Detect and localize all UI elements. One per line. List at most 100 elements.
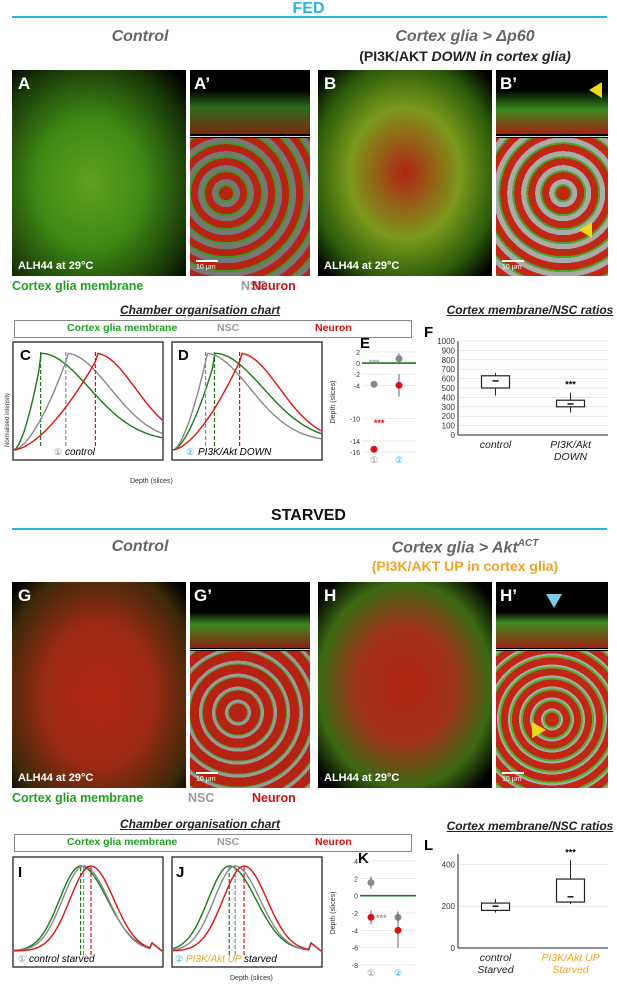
point-neuron: [395, 381, 403, 389]
significance-e-neuron: ***: [374, 418, 385, 428]
tick-label: -4: [352, 928, 358, 935]
starved-chamber-title: Chamber organisation chart: [119, 817, 281, 831]
scale-bar-g-prime: [196, 772, 218, 774]
tick-label: 300: [442, 403, 456, 412]
tick-label: 400: [442, 860, 456, 869]
chart-c-frame: [12, 341, 164, 461]
chart-i: I ① control starved: [12, 856, 164, 968]
panel-label-f: F: [424, 325, 433, 341]
chart-j-series: [172, 865, 322, 957]
h-prime-bottom: [496, 651, 608, 788]
line-nsc: [13, 352, 163, 451]
fed-exp-sub-em: DOWN in cortex glia): [431, 48, 571, 64]
fed-exp-title: Cortex glia > Δp60: [395, 28, 535, 45]
tick-label: 1000: [437, 337, 455, 346]
b-prime-divider: [496, 136, 608, 137]
box: [480, 375, 511, 389]
line-cortex-glia-membrane: [13, 352, 163, 451]
h-prime-top: [496, 612, 608, 648]
category-label: control: [480, 439, 512, 451]
fed-legend-glia: Cortex glia membrane: [12, 279, 144, 293]
arrowhead-yellow-b2: [579, 222, 592, 238]
chart-i-frame: [12, 856, 164, 968]
tick-label: 900: [442, 346, 456, 355]
caption-d: PI3K/Akt DOWN: [198, 447, 272, 458]
point-nsc: [370, 380, 378, 388]
scale-label-b-prime: 10 μm: [502, 264, 522, 271]
scale-label-a-prime: 10 μm: [196, 264, 216, 271]
stamp-a: ALH44 at 29°C: [18, 260, 94, 272]
micrograph-g-prime: G’ 10 μm: [190, 582, 310, 788]
tick-label: -8: [352, 963, 358, 970]
tick-label: 4: [354, 859, 358, 866]
fed-chamber-title: Chamber organisation chart: [119, 303, 281, 317]
tick-label: -4: [354, 383, 360, 390]
panel-label-j: J: [176, 864, 184, 881]
category-label: control: [480, 952, 512, 964]
fed-legend-nsc: NSC: [241, 279, 268, 293]
panel-label-l: L: [424, 838, 433, 854]
panel-label-c: C: [20, 347, 31, 364]
fed-chamber-legend-glia: Cortex glia membrane: [67, 322, 178, 334]
arrowhead-blue-h: [546, 594, 562, 608]
tick-label: 700: [442, 365, 456, 374]
panel-label-d: D: [178, 347, 189, 364]
g-prime-bottom: [190, 651, 310, 788]
chart-e: E Depth (slices) 2 0 -2 -4 -10 -14 -16 ① ② *** ***: [330, 338, 416, 465]
stamp-g: ALH44 at 29°C: [18, 772, 94, 784]
a-prime-divider: [190, 136, 310, 137]
micrograph-b: B ALH44 at 29°C: [318, 70, 492, 276]
arrowhead-yellow-h: [532, 722, 546, 738]
tick-label: 2: [354, 876, 358, 883]
tick-label: 0: [354, 894, 358, 901]
b-prime-bottom: [496, 138, 608, 276]
significance-l: ***: [565, 847, 576, 857]
caption-i: control starved: [29, 954, 95, 965]
fed-exp-sub-pre: (PI3K/AKT: [359, 48, 432, 64]
panel-label-h-prime: H’: [500, 586, 517, 605]
panel-label-k: K: [358, 853, 369, 867]
starved-chamber-legend: Cortex glia membrane NSC Neuron: [14, 834, 412, 852]
line-cortex-glia-membrane: [172, 352, 322, 451]
starved-exp-subtitle: (PI3K/AKT UP in cortex glia): [371, 558, 559, 574]
tick-label: 600: [442, 375, 456, 384]
starved-ratio-title: Cortex membrane/NSC ratios: [446, 819, 614, 833]
significance-k: ***: [376, 913, 387, 923]
caption-j-rest: starved: [241, 954, 277, 965]
chart-c-series: [13, 352, 163, 451]
tick-label: 800: [442, 356, 456, 365]
panel-label-e: E: [360, 338, 370, 352]
micrograph-h: H ALH44 at 29°C: [318, 582, 492, 788]
panel-label-a-prime: A’: [194, 74, 211, 93]
tick-label: 500: [442, 384, 456, 393]
tick-label: 200: [442, 412, 456, 421]
caption-j: PI3K/Akt UP starved: [186, 954, 277, 965]
stamp-b: ALH44 at 29°C: [324, 260, 400, 272]
tick-label: 400: [442, 393, 456, 402]
group-label: ②: [395, 455, 403, 465]
line-neuron: [13, 865, 163, 952]
scale-label-h-prime: 10 μm: [502, 776, 522, 783]
axis-label-norm-intensity: Normalised intensity: [5, 393, 11, 447]
fed-exp-subtitle: (PI3K/AKT DOWN in cortex glia): [320, 48, 610, 64]
scale-bar-h-prime: [502, 772, 524, 774]
category-label: Starved: [477, 964, 514, 976]
point-nsc: [395, 355, 403, 363]
significance-e-nsc: ***: [369, 358, 380, 368]
panel-label-h: H: [324, 586, 337, 605]
tick-label: -2: [354, 372, 360, 379]
group-label: ①: [367, 968, 375, 978]
panel-label-g-prime: G’: [194, 586, 212, 605]
tick-label: 0: [451, 431, 456, 440]
line-nsc: [172, 352, 322, 451]
tick-label: -2: [352, 911, 358, 918]
starved-chamber-legend-glia: Cortex glia membrane: [67, 836, 178, 848]
fed-chamber-legend-nsc: NSC: [217, 322, 240, 334]
starved-heading: STARVED: [271, 507, 346, 524]
fed-chamber-legend-neuron: Neuron: [315, 322, 352, 334]
point-neuron: [370, 445, 378, 453]
stamp-h: ALH44 at 29°C: [324, 772, 400, 784]
line-cortex-glia-membrane: [172, 865, 322, 952]
scale-label-g-prime: 10 μm: [196, 776, 216, 783]
